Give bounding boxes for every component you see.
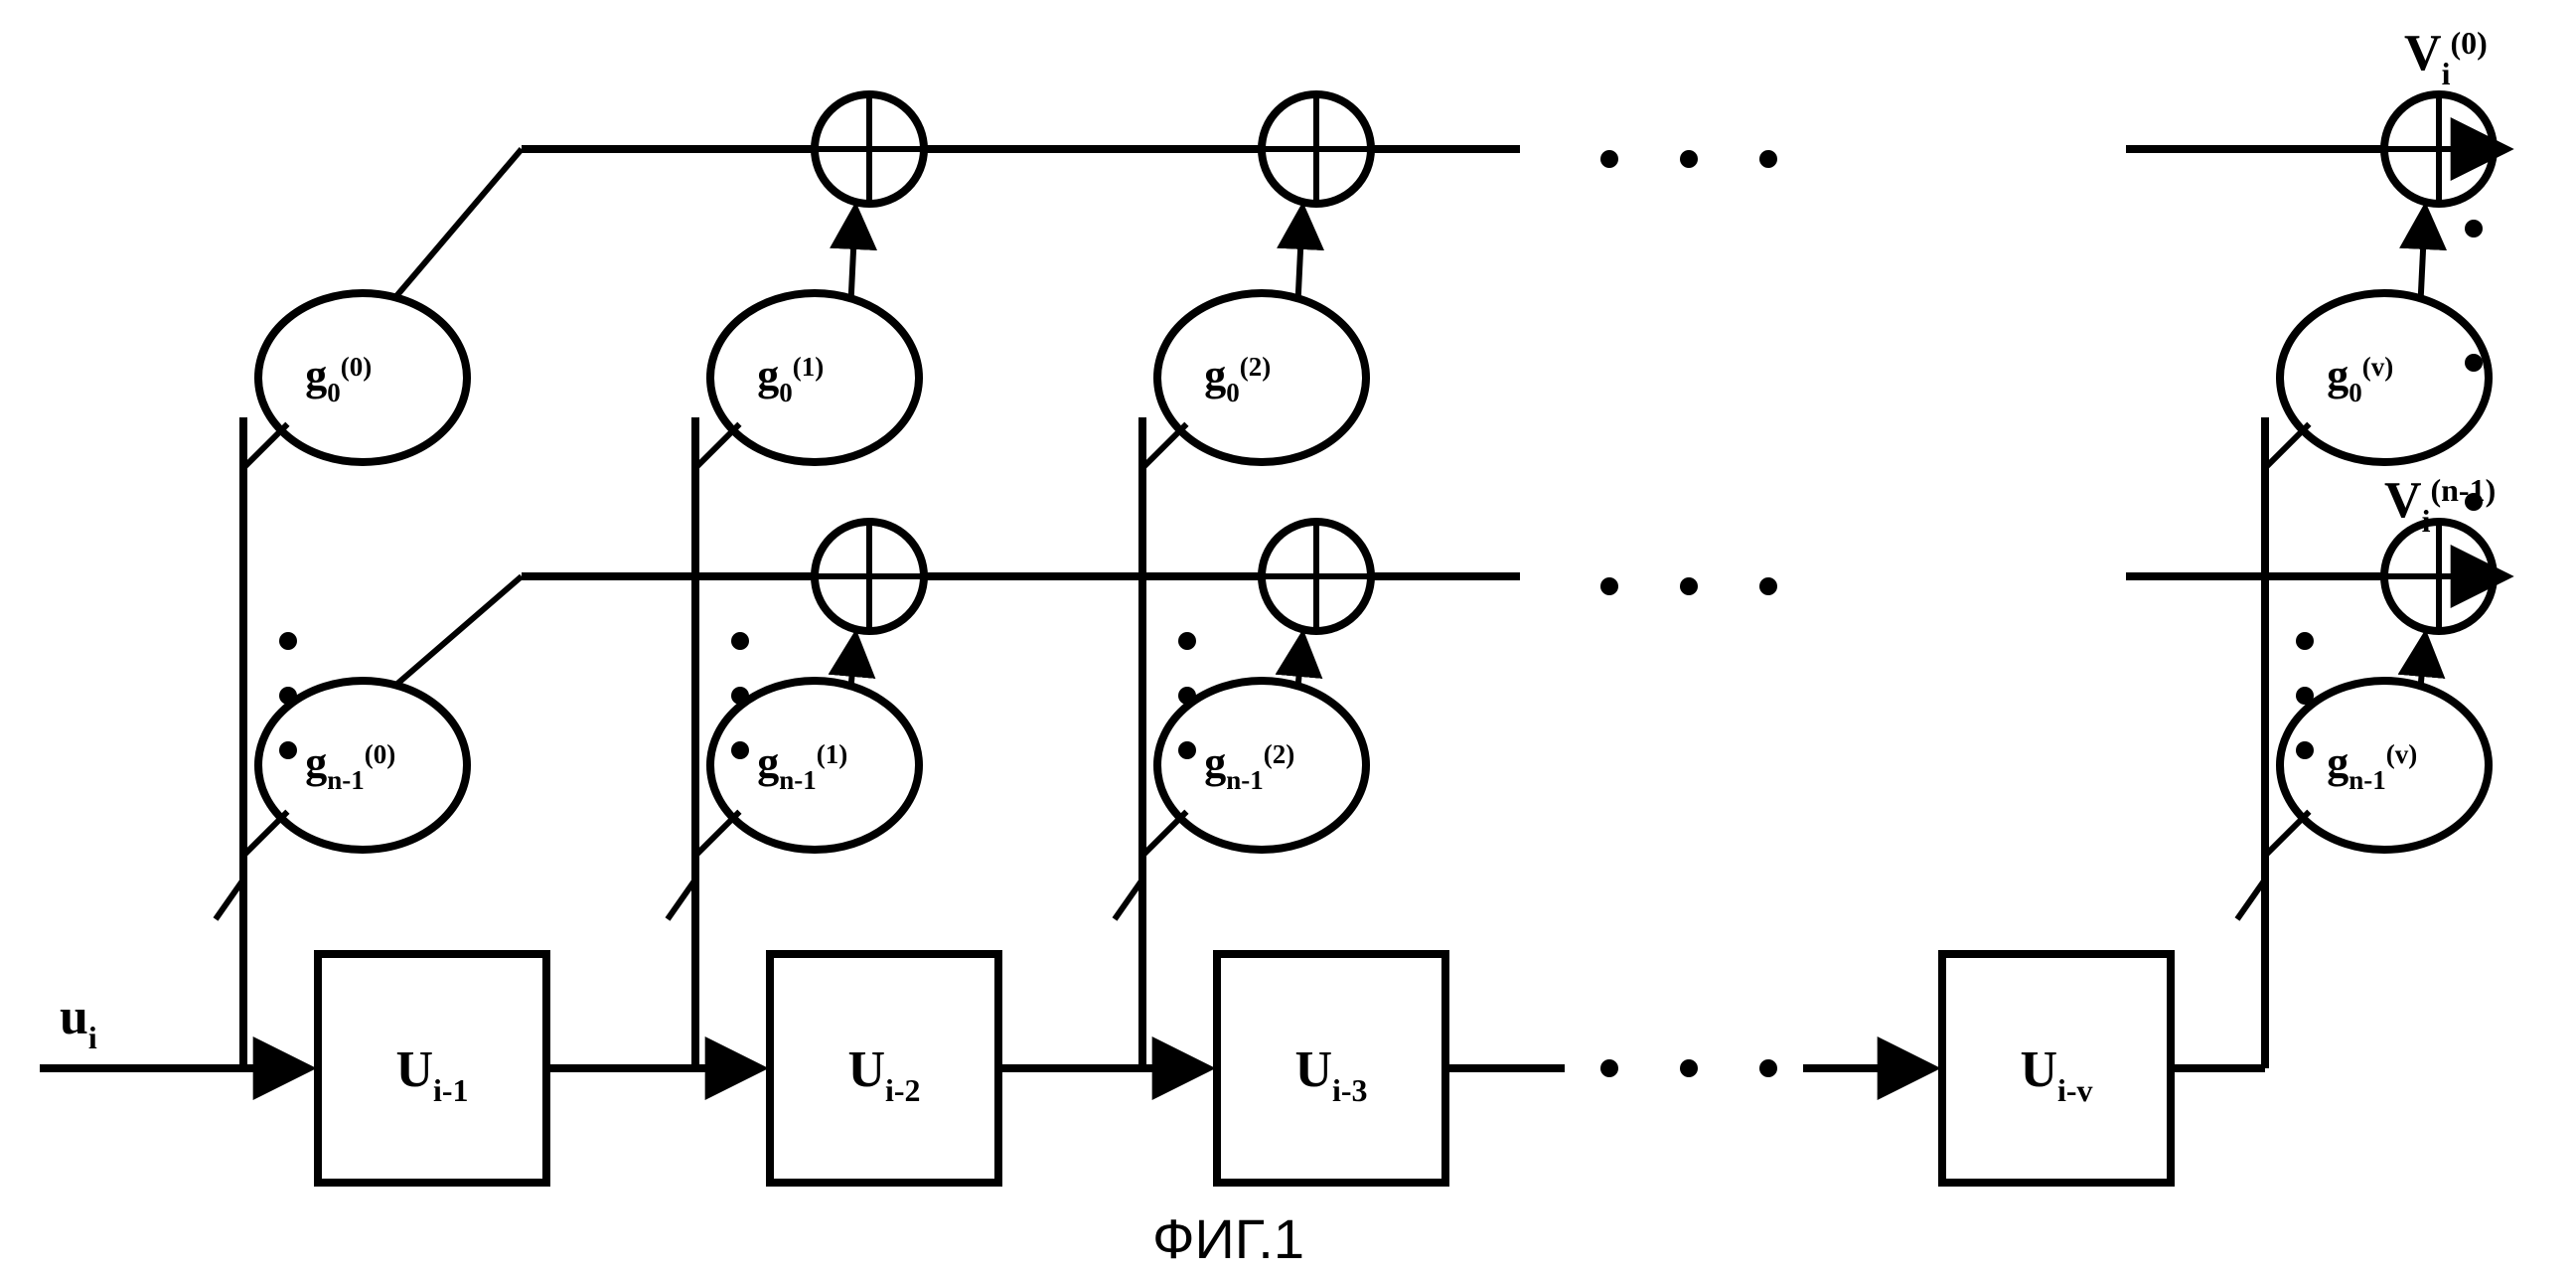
input-label: ui	[60, 989, 97, 1055]
g-top-label: g0(2)	[1204, 351, 1271, 407]
g-top-label: g0(0)	[305, 351, 372, 407]
g-top-label: g0(v)	[2327, 351, 2393, 407]
g-top-label: g0(1)	[757, 351, 824, 407]
g-bot-label: gn-1(0)	[305, 738, 395, 795]
delay-box-label: Ui-3	[1294, 1041, 1367, 1108]
output-top-label: Vi(0)	[2404, 25, 2488, 91]
delay-box-label: Ui-v	[2020, 1041, 2092, 1108]
g-bot-label: gn-1(2)	[1204, 738, 1294, 795]
g-bot-label: gn-1(v)	[2327, 738, 2417, 795]
delay-box-label: Ui-2	[847, 1041, 920, 1108]
delay-box-label: Ui-1	[395, 1041, 468, 1108]
figure-caption: ФИГ.1	[1152, 1207, 1304, 1270]
g-bot-label: gn-1(1)	[757, 738, 847, 795]
